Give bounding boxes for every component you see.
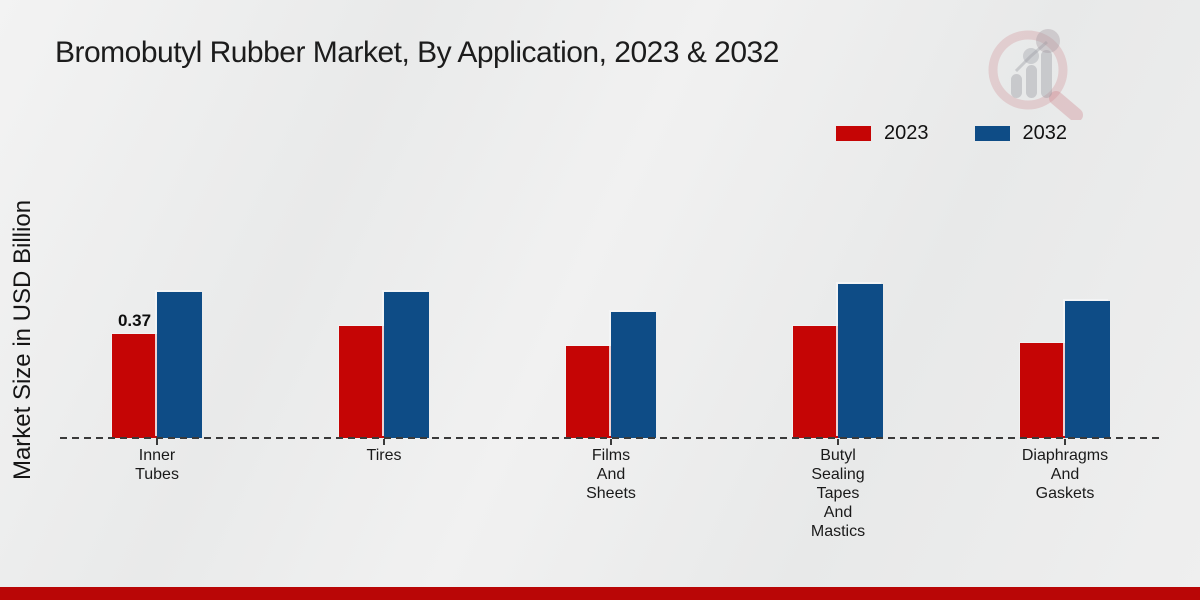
bar-2023-inner-tubes [112,334,157,438]
bar-2023-butyl-sealing-tapes-and-mastics [793,326,838,438]
bar-value-label: 0.37 [117,311,152,330]
legend-swatch-2023 [836,125,871,141]
bar-2032-films-and-sheets [611,312,656,438]
bar-2023-tires [339,326,384,438]
x-axis-tick [1064,439,1066,445]
x-axis-label-films-and-sheets: Films And Sheets [586,447,636,502]
x-axis-label-inner-tubes: Inner Tubes [135,447,179,483]
bar-2032-tires [384,292,429,438]
bar-2032-butyl-sealing-tapes-and-mastics [838,284,883,438]
page-title: Bromobutyl Rubber Market, By Application… [55,36,779,69]
x-axis-tick [156,439,158,445]
footer-accent-bar [0,587,1200,600]
x-axis-tick [383,439,385,445]
x-axis-tick [837,439,839,445]
legend-label-2023: 2023 [884,121,929,144]
legend-item-2023: 2023 [836,122,929,145]
magnifier-icon [988,29,1083,120]
x-axis-label-butyl-sealing-tapes-and-mastics: Butyl Sealing Tapes And Mastics [810,447,866,540]
x-axis-baseline [60,437,1160,439]
legend-label-2032: 2032 [1022,121,1068,144]
brand-logo-watermark [988,29,1083,120]
bar-2032-inner-tubes [157,292,202,438]
legend: 2023 2032 [836,118,1067,148]
x-axis-label-tires: Tires [366,447,402,464]
bar-2032-diaphragms-and-gaskets [1065,301,1110,438]
bar-2023-diaphragms-and-gaskets [1020,343,1065,438]
bar-2023-films-and-sheets [566,346,611,438]
legend-swatch-2032 [974,125,1010,141]
x-axis-label-diaphragms-and-gaskets: Diaphragms And Gaskets [1021,447,1109,502]
x-axis-tick [610,439,612,445]
legend-item-2032: 2032 [974,121,1068,145]
